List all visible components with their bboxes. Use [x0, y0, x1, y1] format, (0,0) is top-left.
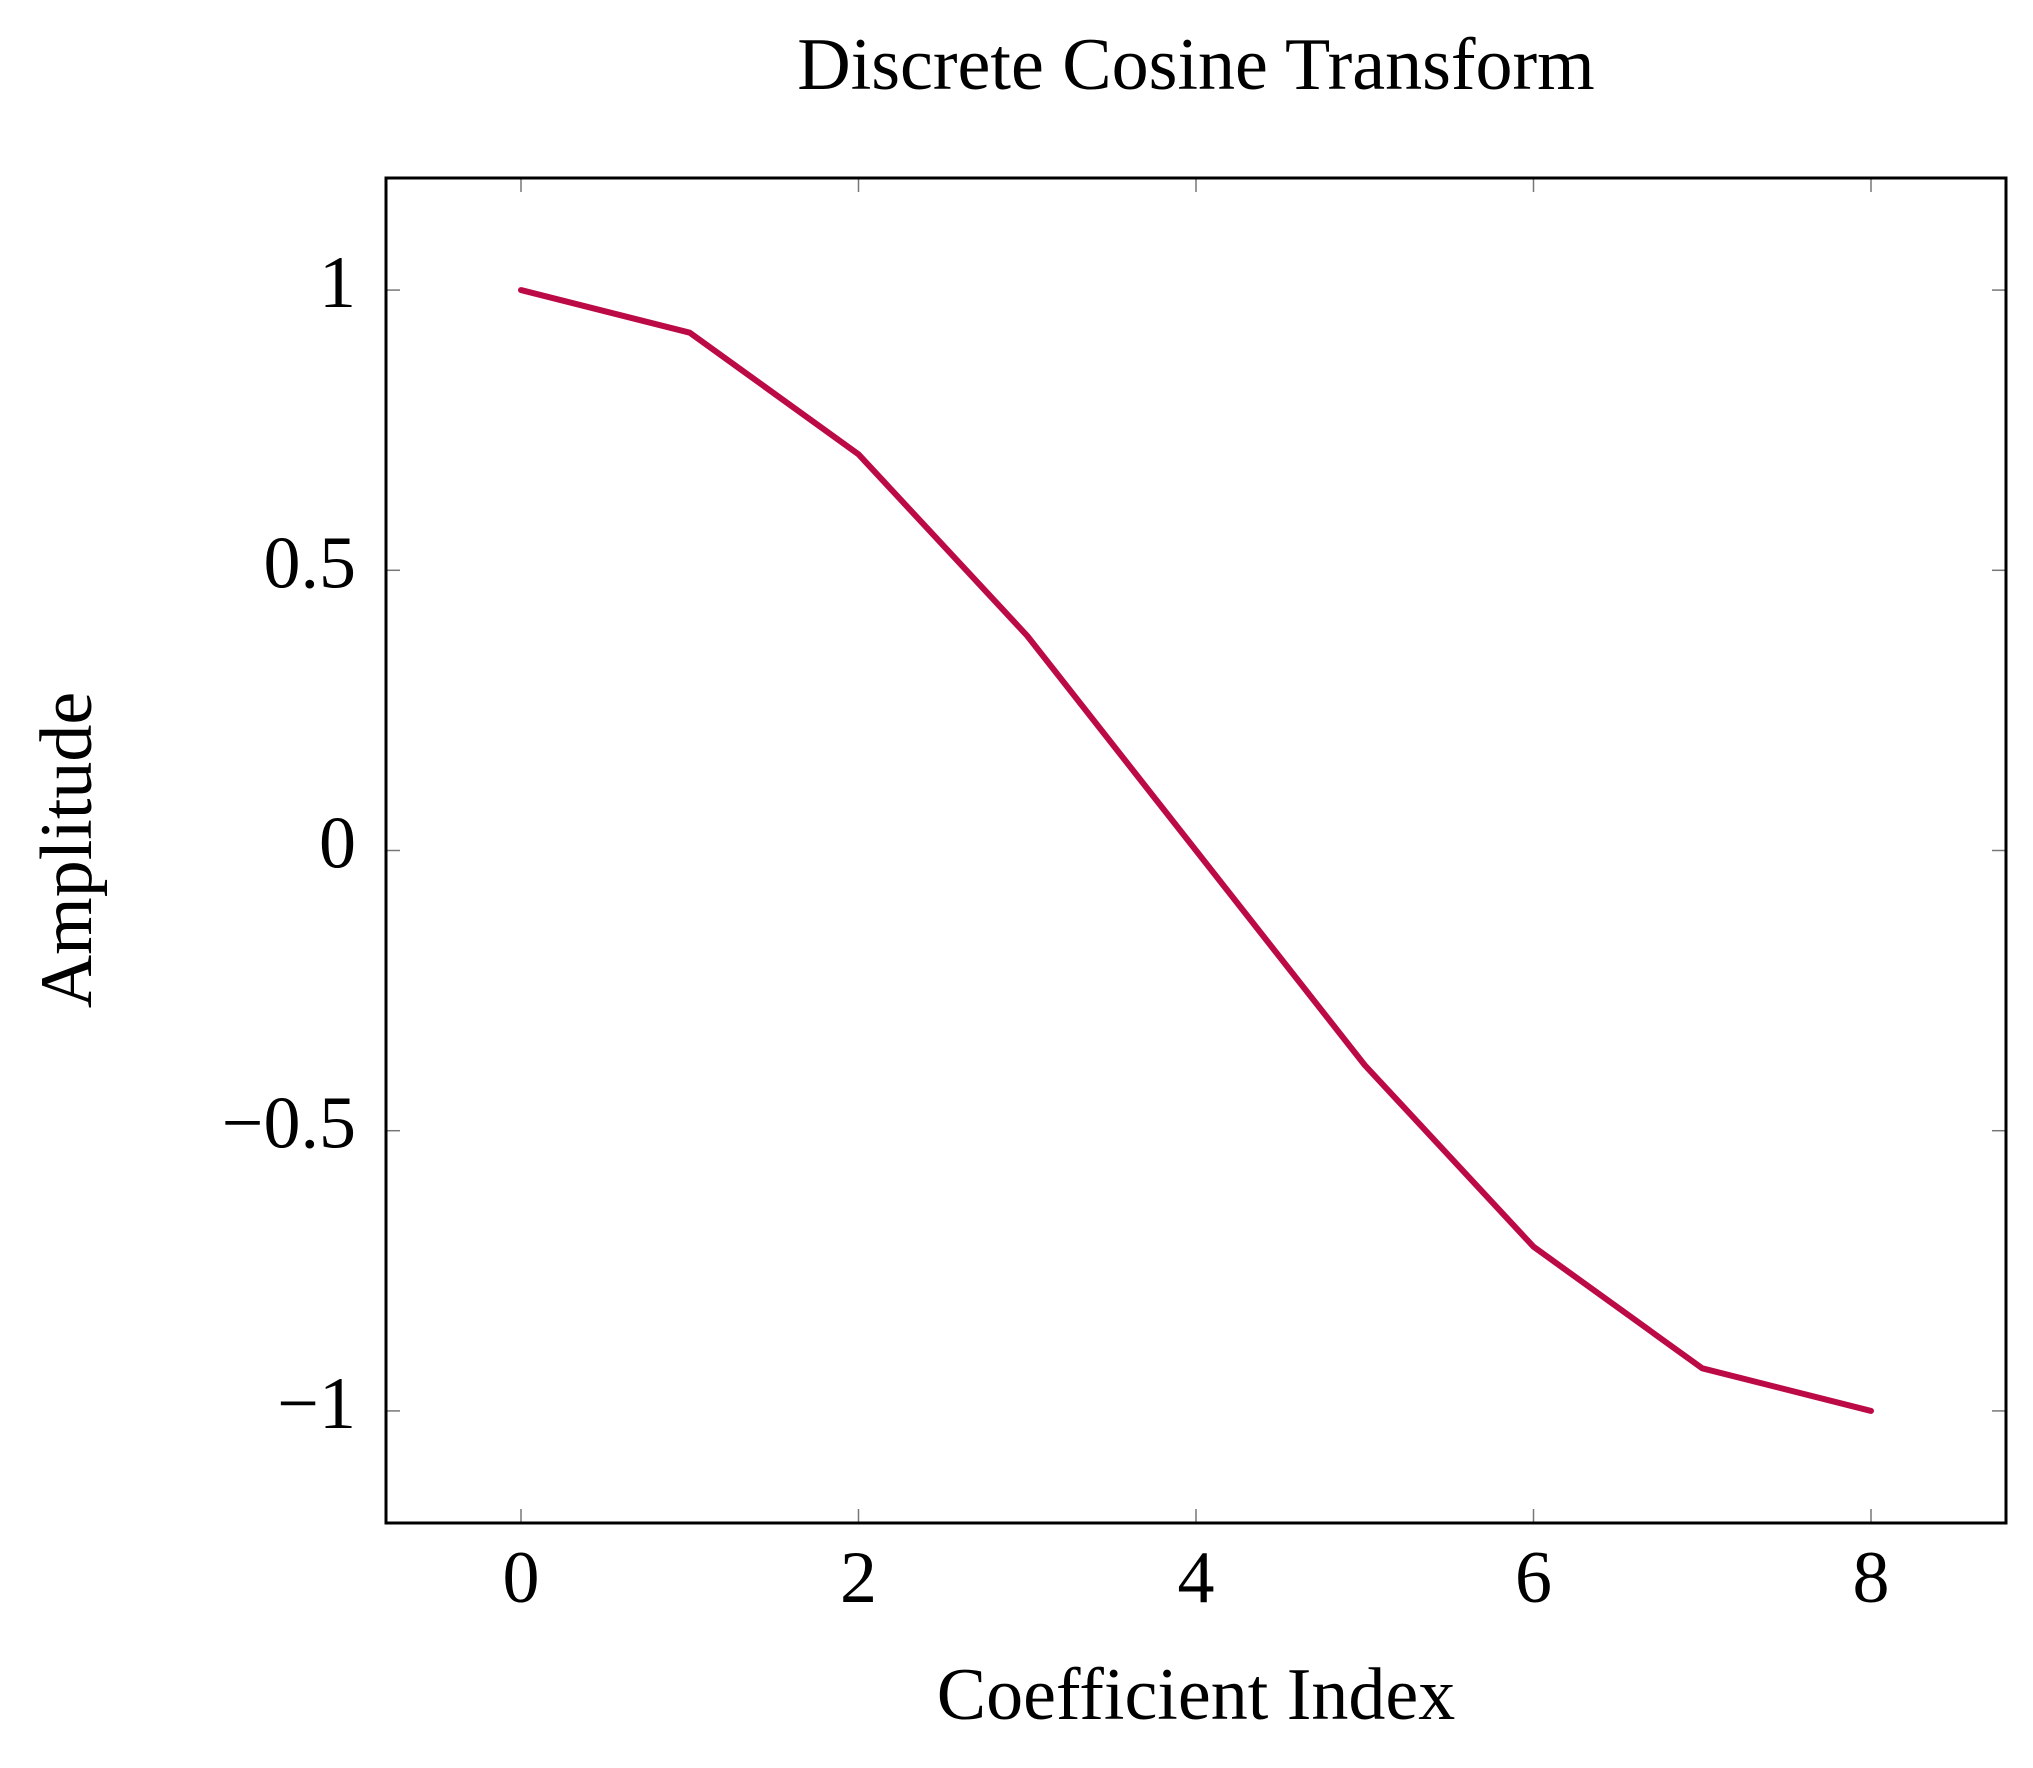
y-tick-label: −1: [277, 1363, 356, 1445]
chart-title: Discrete Cosine Transform: [797, 24, 1595, 106]
y-tick-label: 0.5: [264, 522, 357, 604]
y-axis-label: Amplitude: [26, 692, 108, 1009]
x-tick-label: 6: [1515, 1537, 1552, 1619]
plot-frame: [384, 176, 2008, 1525]
x-tick-label: 2: [840, 1537, 877, 1619]
x-tick-label: 0: [503, 1537, 540, 1619]
y-tick-label: 1: [319, 242, 356, 324]
data-line: [518, 287, 1874, 1414]
x-tick-label: 4: [1178, 1537, 1215, 1619]
x-tick-label: 8: [1853, 1537, 1890, 1619]
y-tick-label: −0.5: [222, 1083, 356, 1165]
y-tick-label: 0: [319, 802, 356, 884]
x-axis-label: Coefficient Index: [937, 1654, 1456, 1736]
